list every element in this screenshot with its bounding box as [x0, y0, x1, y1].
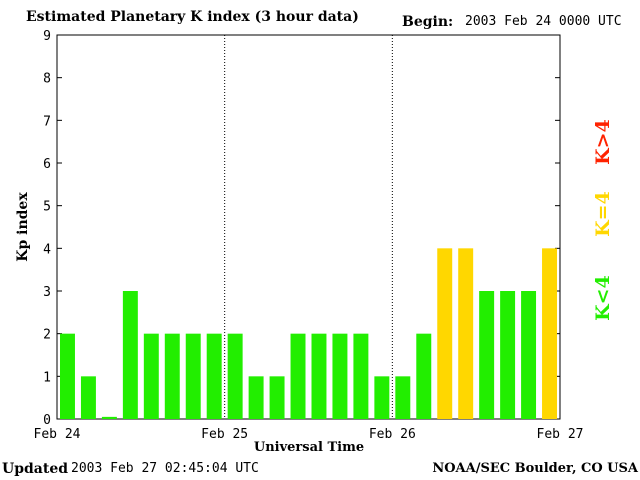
x-axis-label: Universal Time: [253, 440, 365, 455]
x-tick-label: Feb 25: [201, 427, 248, 442]
key-label: K<4: [592, 275, 614, 321]
kp-bar: [206, 333, 222, 419]
chart-title: Estimated Planetary K index (3 hour data…: [26, 9, 359, 25]
key-label: K>4: [592, 119, 614, 165]
kp-bar: [227, 333, 243, 419]
kp-bar: [122, 291, 138, 419]
kp-bar: [185, 333, 201, 419]
y-tick-label: 8: [43, 72, 51, 87]
y-tick-label: 3: [43, 285, 51, 300]
begin-timestamp: 2003 Feb 24 0000 UTC: [465, 14, 622, 29]
kp-bar: [290, 333, 306, 419]
y-tick-label: 9: [43, 29, 51, 44]
kp-bar: [437, 248, 453, 419]
begin-label: Begin:: [402, 14, 454, 30]
kp-bar: [143, 333, 159, 419]
y-axis-label: Kp index: [15, 192, 31, 262]
kp-bar: [500, 291, 516, 419]
y-tick-label: 0: [43, 413, 51, 428]
kp-bar: [416, 333, 432, 419]
key-label: K=4: [592, 191, 614, 237]
y-tick-label: 1: [43, 370, 51, 385]
kp-bar: [101, 416, 117, 419]
updated-timestamp: 2003 Feb 27 02:45:04 UTC: [71, 461, 259, 476]
y-tick-label: 5: [43, 200, 51, 215]
kp-bar: [479, 291, 495, 419]
kp-bar: [80, 376, 96, 419]
x-tick-label: Feb 27: [537, 427, 584, 442]
kp-bar: [269, 376, 285, 419]
kp-bar: [542, 248, 557, 419]
y-tick-label: 4: [43, 242, 51, 257]
kp-bar: [164, 333, 180, 419]
kp-bar: [332, 333, 348, 419]
kp-bar: [311, 333, 327, 419]
updated-label: Updated: [2, 461, 69, 477]
credit-text: NOAA/SEC Boulder, CO USA: [432, 461, 638, 476]
y-tick-label: 2: [43, 328, 51, 343]
kp-bar: [374, 376, 390, 419]
kp-bar: [458, 248, 474, 419]
kp-bar: [60, 333, 75, 419]
plot-frame: [56, 34, 561, 420]
kp-bar: [248, 376, 264, 419]
kp-bar: [395, 376, 411, 419]
x-tick-label: Feb 26: [369, 427, 416, 442]
y-tick-label: 6: [43, 157, 51, 172]
x-tick-label: Feb 24: [34, 427, 81, 442]
kp-bar: [353, 333, 369, 419]
kp-bar: [521, 291, 537, 419]
y-tick-label: 7: [43, 114, 51, 129]
